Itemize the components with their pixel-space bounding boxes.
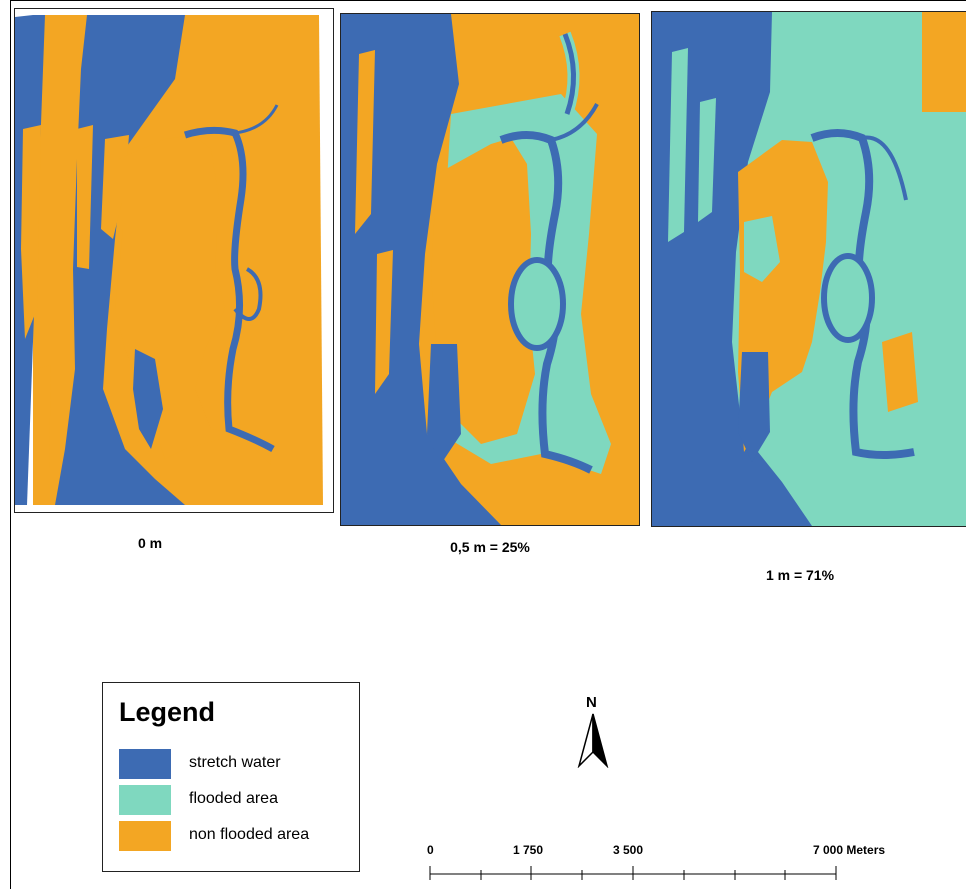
- map-panel-0-5m: [340, 13, 640, 526]
- legend-swatch-flooded-area: [119, 785, 171, 815]
- legend-label-flooded-area: flooded area: [189, 790, 278, 808]
- caption-0-5m: 0,5 m = 25%: [410, 539, 570, 555]
- scale-label-1750: 1 750: [513, 843, 543, 857]
- scale-label-7000-meters: 7 000 Meters: [813, 843, 885, 857]
- caption-1m: 1 m = 71%: [730, 567, 870, 583]
- legend-item-stretch-water: stretch water: [119, 749, 359, 779]
- map-0-5m-graphic: [341, 14, 639, 525]
- north-arrow-icon: [575, 712, 611, 768]
- map-panel-0m: [14, 8, 334, 513]
- map-panel-1m: [651, 11, 966, 527]
- map-1m-graphic: [652, 12, 966, 526]
- north-letter: N: [586, 694, 597, 711]
- frame-top-line: [10, 0, 966, 1]
- legend-label-non-flooded-area: non flooded area: [189, 826, 309, 844]
- caption-0m: 0 m: [110, 535, 190, 551]
- legend-box: Legend stretch water flooded area non fl…: [102, 682, 360, 872]
- legend-item-non-flooded-area: non flooded area: [119, 821, 359, 851]
- scale-bar-graphic: [425, 860, 845, 882]
- scale-label-3500: 3 500: [613, 843, 643, 857]
- legend-label-stretch-water: stretch water: [189, 754, 281, 772]
- frame-left-line: [10, 0, 11, 889]
- legend-title: Legend: [119, 697, 215, 728]
- scale-label-0: 0: [427, 843, 434, 857]
- legend-item-flooded-area: flooded area: [119, 785, 359, 815]
- map-0m-graphic: [15, 9, 333, 512]
- legend-swatch-stretch-water: [119, 749, 171, 779]
- legend-swatch-non-flooded-area: [119, 821, 171, 851]
